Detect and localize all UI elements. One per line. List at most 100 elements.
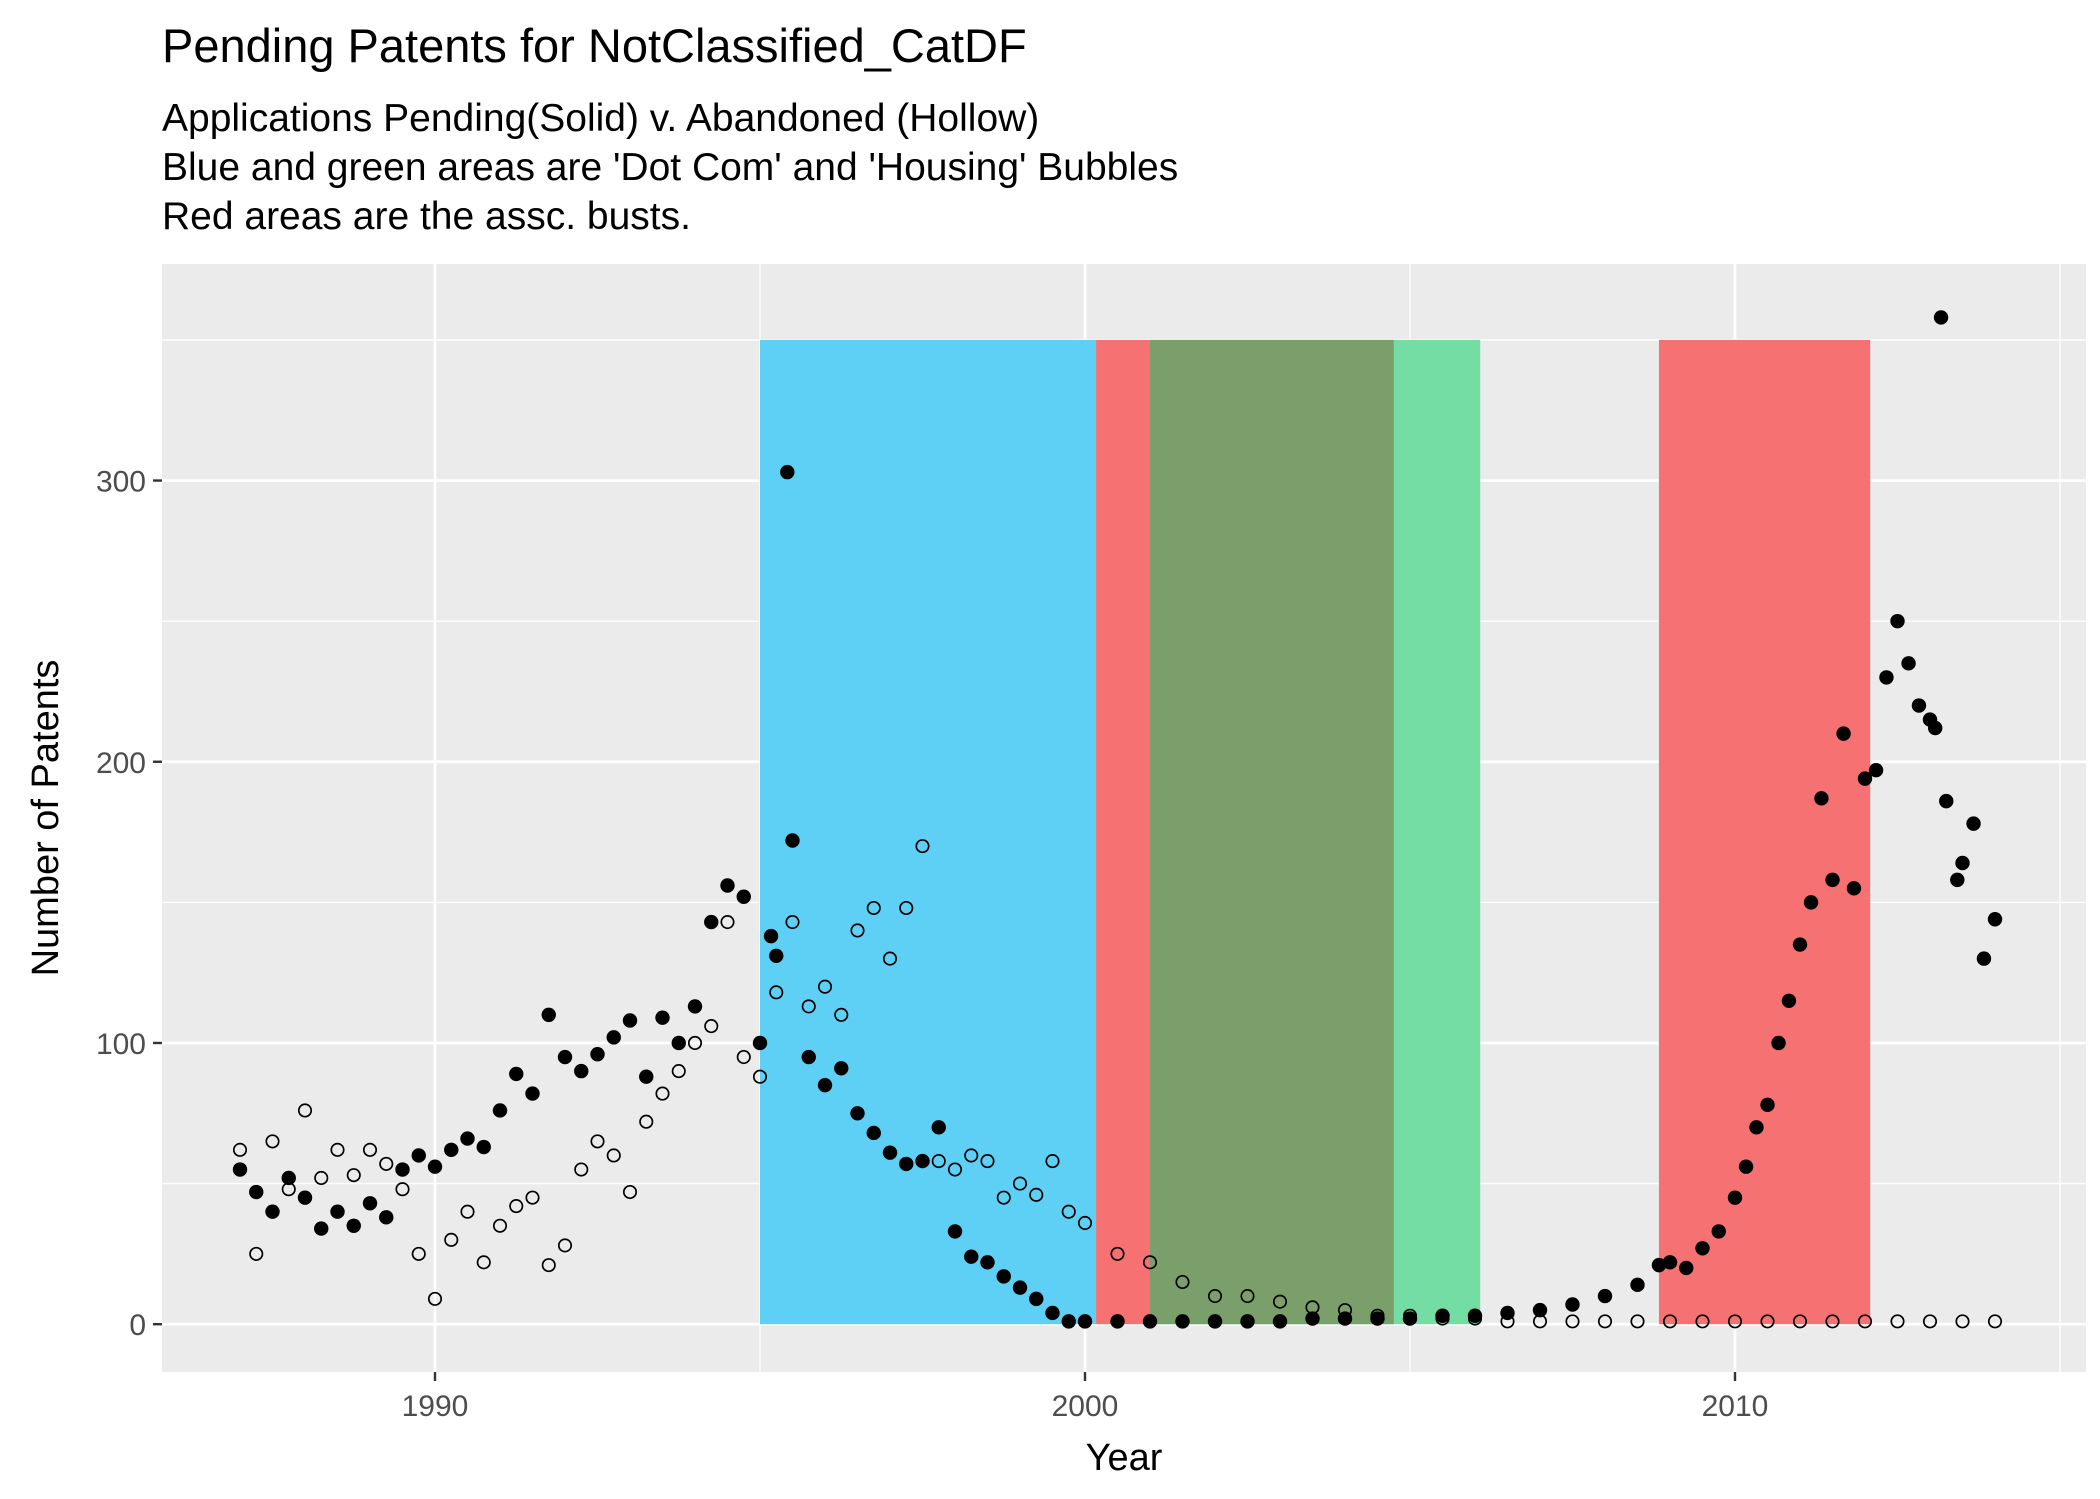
data-point-pending bbox=[932, 1120, 946, 1134]
data-point-pending bbox=[460, 1131, 474, 1145]
data-point-pending bbox=[1934, 310, 1948, 324]
data-point-pending bbox=[314, 1221, 328, 1235]
data-point-pending bbox=[1836, 726, 1850, 740]
data-point-pending bbox=[1950, 873, 1964, 887]
data-point-pending bbox=[1782, 994, 1796, 1008]
data-point-pending bbox=[1240, 1314, 1254, 1328]
data-point-pending bbox=[1760, 1098, 1774, 1112]
data-point-pending bbox=[1728, 1190, 1742, 1204]
data-point-pending bbox=[688, 999, 702, 1013]
data-point-pending bbox=[1912, 698, 1926, 712]
data-point-pending bbox=[298, 1190, 312, 1204]
data-point-pending bbox=[915, 1154, 929, 1168]
y-tick-label: 0 bbox=[129, 1309, 146, 1342]
data-point-pending bbox=[363, 1196, 377, 1210]
y-tick-label: 100 bbox=[96, 1028, 146, 1061]
shaded-region bbox=[1096, 340, 1150, 1324]
data-point-pending bbox=[265, 1205, 279, 1219]
data-point-pending bbox=[818, 1078, 832, 1092]
data-point-pending bbox=[574, 1064, 588, 1078]
data-point-pending bbox=[1110, 1314, 1124, 1328]
data-point-pending bbox=[802, 1050, 816, 1064]
data-point-pending bbox=[428, 1160, 442, 1174]
data-point-pending bbox=[1175, 1314, 1189, 1328]
data-point-pending bbox=[1565, 1297, 1579, 1311]
data-point-pending bbox=[1869, 763, 1883, 777]
data-point-pending bbox=[948, 1224, 962, 1238]
data-point-pending bbox=[785, 833, 799, 847]
data-point-pending bbox=[525, 1086, 539, 1100]
data-point-pending bbox=[1939, 794, 1953, 808]
data-point-pending bbox=[1208, 1314, 1222, 1328]
shaded-region bbox=[760, 340, 1096, 1324]
data-point-pending bbox=[672, 1036, 686, 1050]
data-point-pending bbox=[737, 890, 751, 904]
data-point-pending bbox=[1966, 816, 1980, 830]
data-point-pending bbox=[1045, 1306, 1059, 1320]
data-point-pending bbox=[720, 878, 734, 892]
data-point-pending bbox=[623, 1013, 637, 1027]
data-point-pending bbox=[850, 1106, 864, 1120]
y-tick-label: 200 bbox=[96, 747, 146, 780]
data-point-pending bbox=[477, 1140, 491, 1154]
x-tick-label: 2000 bbox=[1052, 1390, 1119, 1423]
data-point-pending bbox=[1273, 1314, 1287, 1328]
data-point-pending bbox=[964, 1250, 978, 1264]
shaded-regions bbox=[760, 340, 1870, 1324]
data-point-pending bbox=[1847, 881, 1861, 895]
data-point-pending bbox=[655, 1010, 669, 1024]
y-tick-label: 300 bbox=[96, 466, 146, 499]
y-axis-title: Number of Patents bbox=[25, 660, 67, 977]
data-point-pending bbox=[1062, 1314, 1076, 1328]
data-point-pending bbox=[249, 1185, 263, 1199]
data-point-pending bbox=[1739, 1160, 1753, 1174]
data-point-pending bbox=[1771, 1036, 1785, 1050]
data-point-pending bbox=[764, 929, 778, 943]
data-point-pending bbox=[769, 949, 783, 963]
data-point-pending bbox=[542, 1008, 556, 1022]
data-point-pending bbox=[1879, 670, 1893, 684]
data-point-pending bbox=[347, 1219, 361, 1233]
data-point-pending bbox=[509, 1067, 523, 1081]
data-point-pending bbox=[1029, 1292, 1043, 1306]
shaded-region bbox=[1659, 340, 1870, 1324]
shaded-region bbox=[1150, 340, 1394, 1324]
data-point-pending bbox=[997, 1269, 1011, 1283]
data-point-pending bbox=[1793, 937, 1807, 951]
data-point-pending bbox=[493, 1103, 507, 1117]
x-axis-title: Year bbox=[1086, 1437, 1163, 1479]
data-point-pending bbox=[1663, 1255, 1677, 1269]
data-point-pending bbox=[1749, 1120, 1763, 1134]
data-point-pending bbox=[379, 1210, 393, 1224]
data-point-pending bbox=[639, 1070, 653, 1084]
x-tick-label: 1990 bbox=[402, 1390, 469, 1423]
data-point-pending bbox=[1630, 1278, 1644, 1292]
data-point-pending bbox=[1955, 856, 1969, 870]
data-point-pending bbox=[607, 1030, 621, 1044]
data-point-pending bbox=[1804, 895, 1818, 909]
data-point-pending bbox=[1988, 912, 2002, 926]
data-point-pending bbox=[867, 1126, 881, 1140]
data-point-pending bbox=[412, 1148, 426, 1162]
data-point-pending bbox=[1890, 614, 1904, 628]
data-point-pending bbox=[1712, 1224, 1726, 1238]
data-point-pending bbox=[1977, 951, 1991, 965]
data-point-pending bbox=[590, 1047, 604, 1061]
data-point-pending bbox=[1825, 873, 1839, 887]
data-point-pending bbox=[1695, 1241, 1709, 1255]
data-point-pending bbox=[883, 1145, 897, 1159]
data-point-pending bbox=[1928, 721, 1942, 735]
data-point-pending bbox=[1078, 1314, 1092, 1328]
data-point-pending bbox=[704, 915, 718, 929]
data-point-pending bbox=[834, 1061, 848, 1075]
data-point-pending bbox=[1143, 1314, 1157, 1328]
data-point-pending bbox=[395, 1162, 409, 1176]
data-point-pending bbox=[899, 1157, 913, 1171]
data-point-pending bbox=[1679, 1261, 1693, 1275]
data-point-pending bbox=[1901, 656, 1915, 670]
data-point-pending bbox=[780, 465, 794, 479]
data-point-pending bbox=[980, 1255, 994, 1269]
data-point-pending bbox=[753, 1036, 767, 1050]
data-point-pending bbox=[1013, 1280, 1027, 1294]
